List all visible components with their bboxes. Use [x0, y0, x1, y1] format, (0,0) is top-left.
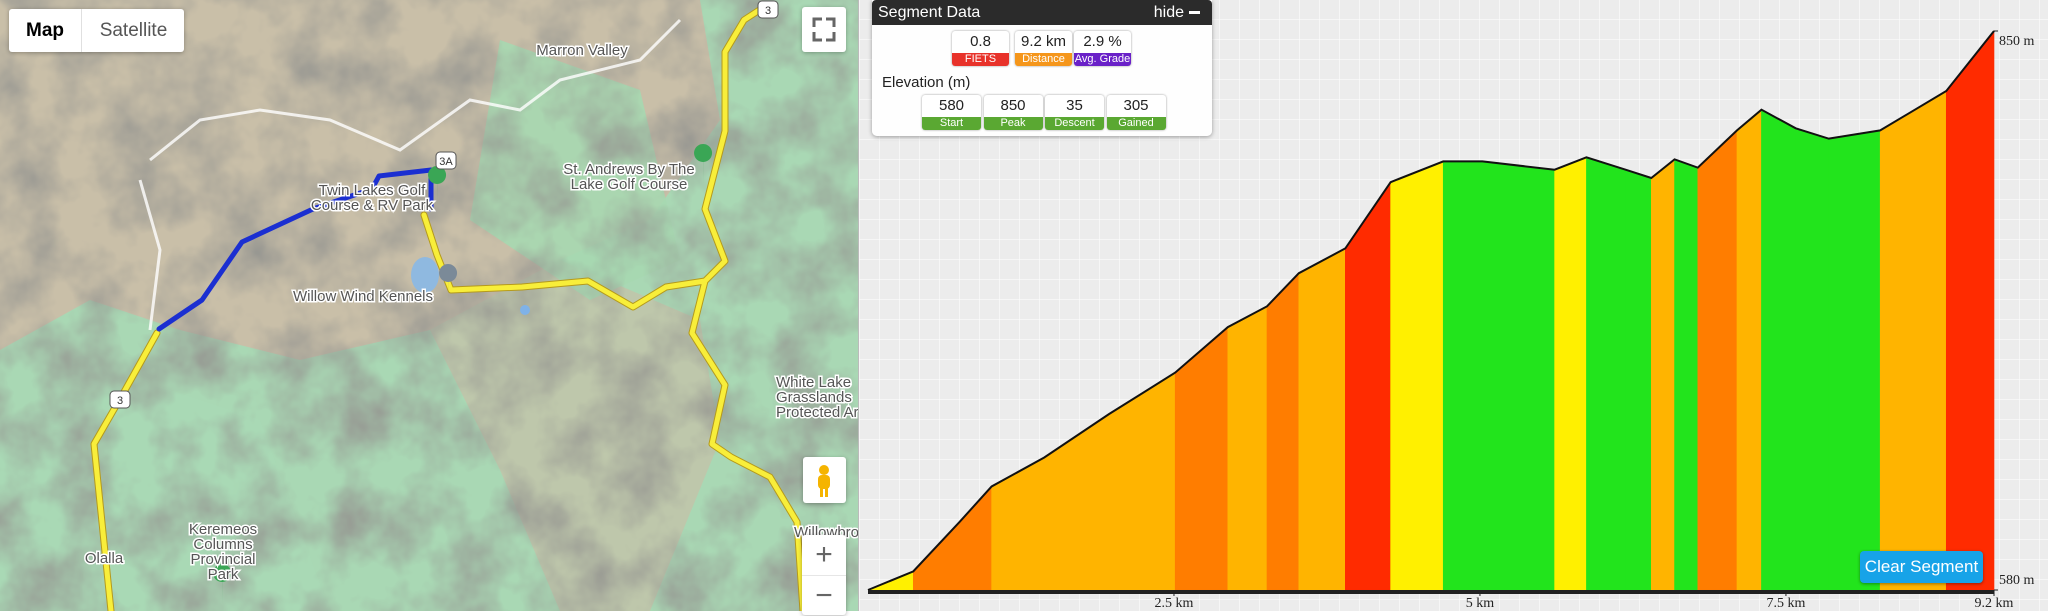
map-button[interactable]: Map	[26, 20, 64, 41]
map-label: White Lake	[776, 374, 851, 391]
zoom-out[interactable]: −	[802, 575, 846, 616]
lake	[411, 257, 439, 293]
elevation-label: Peak	[983, 117, 1043, 130]
route-shield-label: 3A	[439, 156, 453, 168]
elevation-box: 580 Start	[922, 95, 981, 130]
map-label: Columns	[193, 536, 252, 553]
map-pins	[213, 144, 713, 604]
satellite-button[interactable]: Satellite	[81, 9, 185, 52]
elevation-title: Elevation (m)	[882, 74, 971, 91]
grade-segment	[1828, 130, 1881, 591]
elevation-value: 35	[1066, 97, 1083, 114]
pegman-icon	[818, 465, 830, 497]
stat-box: 9.2 km Distance	[1015, 31, 1072, 66]
panel-title: Segment Data	[878, 4, 981, 21]
grade-segment	[1879, 90, 1947, 591]
stat-label: FIETS	[952, 53, 1009, 66]
elevation-value: 580	[938, 97, 965, 114]
grade-segment	[1945, 30, 1995, 591]
pin	[694, 144, 713, 184]
pin	[428, 166, 447, 206]
map-label: St. Andrews By The	[563, 161, 694, 178]
stat-value: 9.2 km	[1020, 33, 1066, 50]
stat-label: Avg. Grade	[1074, 53, 1131, 66]
elevation-value: 305	[1123, 97, 1149, 114]
fullscreen-icon	[812, 17, 836, 42]
fullscreen-button[interactable]	[802, 7, 846, 52]
grade-segment	[1795, 127, 1830, 591]
grade-segment	[1227, 305, 1268, 591]
route-shield	[757, 0, 779, 19]
pin	[439, 264, 458, 306]
elevation-box: 850 Peak	[983, 95, 1043, 130]
elevation-box: 35 Descent	[1045, 95, 1104, 130]
map-label: Park	[208, 566, 239, 583]
grade-segment	[1736, 109, 1762, 591]
x-tick-label: 2.5 km	[1155, 596, 1194, 611]
map-label: Willow Wind Kennels	[293, 288, 433, 305]
elevation-label: Start	[922, 117, 981, 130]
grade-segment	[1442, 161, 1483, 591]
stat-label: Distance	[1015, 53, 1072, 66]
stat-value: 0.8	[970, 33, 991, 50]
panel-header: Segment Data hide	[872, 0, 1212, 25]
lake	[520, 305, 530, 315]
road	[149, 18, 682, 162]
zoom-in[interactable]: +	[815, 538, 833, 571]
zoom-control: + −	[802, 535, 846, 615]
road	[138, 179, 162, 331]
grade-segment	[1390, 160, 1444, 591]
stat-box: 0.8 FIETS	[952, 31, 1009, 66]
elevation-box: 305 Gained	[1106, 95, 1166, 130]
x-tick-label: 9.2 km	[1975, 596, 2014, 611]
map-label: Course & RV Park	[311, 197, 434, 214]
map-label: Provincial	[190, 551, 255, 568]
road-highway	[91, 4, 806, 611]
x-axis-bar	[868, 590, 1994, 594]
route	[156, 167, 434, 332]
stat-box: 2.9 % Avg. Grade	[1074, 31, 1131, 66]
hide-icon	[1189, 11, 1200, 14]
segment-panel: Segment Data hide Elevation (m) 0.8 FIETS…	[872, 0, 1212, 136]
route-shield	[109, 390, 131, 409]
grade-segment	[1482, 161, 1555, 591]
route-shield-label: 3	[117, 395, 123, 407]
route-shield	[435, 151, 457, 170]
grade-segment	[1298, 247, 1346, 591]
grade-segment	[1674, 158, 1699, 591]
route-shield-label: 3	[765, 5, 771, 17]
grade-segment	[1625, 169, 1652, 591]
map-label: Lake Golf Course	[571, 176, 688, 193]
grade-segment	[1697, 129, 1738, 591]
street-view-button[interactable]	[803, 457, 846, 503]
x-tick-label: 7.5 km	[1766, 596, 1805, 611]
grade-segment	[1761, 109, 1797, 591]
elevation-label: Gained	[1106, 117, 1166, 130]
clear-segment-button[interactable]: Clear Segment	[1860, 551, 1983, 583]
elevation-label: Descent	[1045, 117, 1104, 130]
x-tick-label: 5 km	[1466, 596, 1495, 611]
hide-button[interactable]: hide	[1153, 4, 1184, 21]
grade-segment	[1651, 158, 1675, 591]
map-label: Marron Valley	[536, 42, 628, 59]
grade-segment	[1554, 156, 1587, 591]
map-label: Grasslands	[776, 389, 852, 406]
map-type-control: Map Satellite	[9, 9, 184, 52]
map-label: Keremeos	[189, 521, 257, 538]
grade-segment	[1586, 156, 1626, 591]
hillshade	[0, 0, 858, 611]
y-tick-label: 850 m	[1999, 34, 2035, 49]
grade-segment	[1266, 272, 1300, 591]
stat-value: 2.9 %	[1083, 33, 1122, 50]
elevation-line	[867, 30, 1995, 591]
pin	[213, 564, 232, 604]
map-label: Twin Lakes Golf	[319, 182, 427, 199]
map-label: Protected Ar	[776, 404, 858, 421]
elevation-value: 850	[1000, 97, 1026, 114]
grade-segment	[1345, 181, 1391, 591]
map-label: Olalla	[85, 550, 124, 567]
y-tick-label: 580 m	[1999, 573, 2035, 588]
